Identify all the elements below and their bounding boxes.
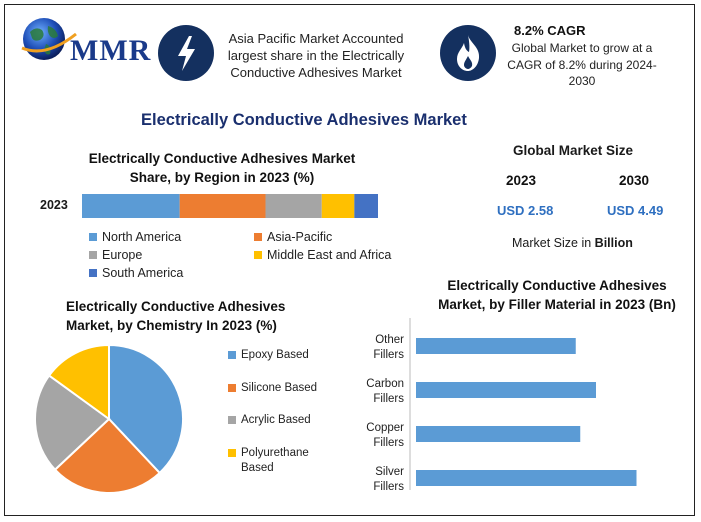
- legend-swatch: [254, 251, 262, 259]
- pie-legend-acrylic: Acrylic Based: [228, 413, 311, 428]
- filler-category-label-line: Fillers: [373, 349, 404, 361]
- market-size-title: Global Market Size: [513, 143, 634, 158]
- filler-category-label-line: Other: [375, 334, 404, 346]
- filler-category-label: Carbon Fillers: [366, 378, 404, 405]
- info-text-1: Asia Pacific Market Accounted largest sh…: [227, 31, 405, 80]
- filler-category-label-line: Silver: [375, 466, 404, 478]
- info-badge-2: [440, 25, 496, 81]
- flame-icon: [457, 35, 480, 71]
- globe-logo-icon: [21, 18, 77, 60]
- market-year-2023: 2023: [506, 173, 537, 188]
- legend-europe: Europe: [89, 248, 142, 262]
- logo-text: MMR: [70, 34, 152, 67]
- market-value-2030: USD 4.49: [607, 203, 664, 218]
- filler-category-label-line: Fillers: [373, 481, 404, 493]
- filler-category-label: Copper Fillers: [366, 422, 404, 449]
- info-badge-1: [158, 25, 214, 81]
- pie-slice-epoxy-based: [108, 343, 184, 475]
- pie-slice-acrylic-based: [34, 374, 111, 472]
- chemistry-chart-title: Electrically Conductive Adhesives Market…: [66, 299, 286, 333]
- pie-slice-silicone-based: [53, 417, 162, 494]
- lightning-icon: [178, 36, 195, 71]
- filler-category-label: Other Fillers: [373, 334, 404, 361]
- filler-bar-silver-fillers: [416, 470, 637, 486]
- legend-swatch: [254, 233, 262, 241]
- region-stacked-bar: [82, 194, 378, 218]
- legend-swatch: [228, 384, 236, 392]
- legend-swatch: [228, 351, 236, 359]
- pie-legend-silicone: Silicone Based: [228, 381, 317, 396]
- market-size-note: Market Size in Billion: [512, 236, 633, 250]
- region-category-label: 2023: [40, 198, 68, 212]
- legend-asia-pacific: Asia-Pacific: [254, 230, 332, 244]
- region-bar-segment-asia-pacific: [179, 194, 266, 218]
- legend-swatch: [89, 233, 97, 241]
- filler-category-label: Silver Fillers: [373, 466, 404, 493]
- filler-bar-other-fillers: [416, 338, 576, 354]
- legend-north-america: North America: [89, 230, 181, 244]
- filler-bar-copper-fillers: [416, 426, 581, 442]
- filler-category-label-line: Copper: [366, 422, 404, 434]
- legend-swatch: [89, 251, 97, 259]
- main-title: Electrically Conductive Adhesives Market: [141, 111, 467, 129]
- cagr-title: 8.2% CAGR: [514, 23, 586, 38]
- region-bar-segment-south-america: [354, 194, 378, 218]
- chemistry-pie-chart: [34, 343, 184, 494]
- pie-legend-polyurethane: Polyurethane Based: [228, 446, 318, 476]
- pie-slice-polyurethane-based: [47, 343, 110, 421]
- filler-category-label-line: Fillers: [373, 437, 404, 449]
- filler-chart-title: Electrically Conductive Adhesives Market…: [438, 278, 676, 312]
- filler-bar-carbon-fillers: [416, 382, 596, 398]
- region-bar-segment-middle-east-and-africa: [321, 194, 355, 218]
- cagr-text: Global Market to grow at a CAGR of 8.2% …: [507, 41, 657, 88]
- legend-middle-east-africa: Middle East and Africa: [254, 248, 391, 262]
- legend-swatch: [89, 269, 97, 277]
- legend-south-america: South America: [89, 266, 183, 280]
- legend-swatch: [228, 416, 236, 424]
- pie-legend-epoxy: Epoxy Based: [228, 348, 309, 363]
- legend-swatch: [228, 449, 236, 457]
- region-bar-segment-europe: [265, 194, 322, 218]
- filler-category-label-line: Fillers: [373, 393, 404, 405]
- filler-category-label-line: Carbon: [366, 378, 404, 390]
- region-bar-segment-north-america: [82, 194, 180, 218]
- market-year-2030: 2030: [619, 173, 650, 188]
- region-chart-title: Electrically Conductive Adhesives Market…: [88, 151, 356, 185]
- market-value-2023: USD 2.58: [497, 203, 554, 218]
